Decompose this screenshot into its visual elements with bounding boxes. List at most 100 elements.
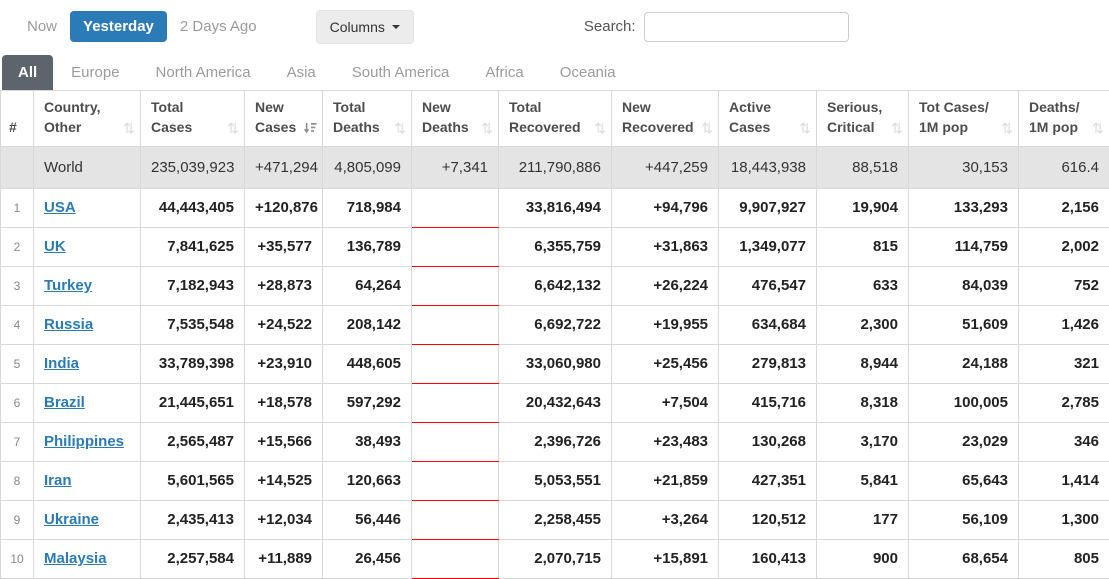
new-deaths-cell: +235 [411,460,499,501]
row-rank: 7 [0,421,34,462]
header-label: # [9,119,17,136]
row-rank: 8 [0,460,34,501]
total-deaths-cell: 64,264 [322,265,412,306]
country-link[interactable]: India [44,355,80,373]
active-cases-cell: 9,907,927 [718,187,817,228]
new-deaths-cell: +127 [411,226,499,267]
total-cases-cell: 2,435,413 [140,499,245,540]
country-link[interactable]: Philippines [44,433,125,451]
country-cell: India [33,343,141,384]
time-tab-yesterday[interactable]: Yesterday [70,11,167,42]
col-header-new-deaths[interactable]: New Deaths ⇅ [411,90,499,147]
new-cases-cell: +120,876 [244,187,323,228]
cases-per-1m-cell: 114,759 [908,226,1019,267]
columns-dropdown-button[interactable]: Columns [315,9,414,44]
covid-table: # Country, Other ⇅ Total Cases ⇅ New Cas… [0,90,1109,579]
new-deaths-cell: +233 [411,343,499,384]
col-header-new-cases[interactable]: New Cases [244,90,323,147]
new-cases-cell: +28,873 [244,265,323,306]
deaths-per-1m-cell: 2,785 [1018,382,1109,423]
country-link[interactable]: UK [44,238,66,256]
header-row: # Country, Other ⇅ Total Cases ⇅ New Cas… [0,90,1109,147]
total-deaths-cell: 38,493 [322,421,412,462]
table-row: 10 Malaysia 2,257,584 +11,889 26,456 +12… [0,538,1109,579]
country-link[interactable]: USA [44,199,76,217]
deaths-per-1m-cell: 616.4 [1018,145,1109,189]
time-tab-now[interactable]: Now [27,18,58,35]
sort-icon: ⇅ [891,119,903,136]
deaths-per-1m-cell: 321 [1018,343,1109,384]
region-tabs: All Europe North America Asia South Amer… [0,52,1109,90]
total-deaths-cell: 208,142 [322,304,412,345]
cases-per-1m-cell: 51,609 [908,304,1019,345]
total-cases-cell: 2,565,487 [140,421,245,462]
active-cases-cell: 279,813 [718,343,817,384]
sort-icon: ⇅ [123,119,135,136]
active-cases-cell: 160,413 [718,538,817,579]
country-cell: UK [33,226,141,267]
total-cases-cell: 7,535,548 [140,304,245,345]
header-label: Cases [729,119,771,136]
row-rank: 10 [0,538,34,579]
serious-critical-cell: 2,300 [816,304,909,345]
total-cases-cell: 2,257,584 [140,538,245,579]
tab-africa[interactable]: Africa [485,64,524,81]
header-label: Deaths [333,119,380,136]
serious-critical-cell: 815 [816,226,909,267]
col-header-deaths-per-1m[interactable]: Deaths/ 1M pop ⇅ [1018,90,1109,147]
tab-all[interactable]: All [2,55,54,90]
col-header-new-recovered[interactable]: New Recovered ⇅ [611,90,719,147]
total-cases-cell: 7,182,943 [140,265,245,306]
new-cases-cell: +471,294 [244,145,323,189]
new-recovered-cell: +447,259 [611,145,719,189]
new-cases-cell: +15,566 [244,421,323,462]
country-cell: Philippines [33,421,141,462]
col-header-active-cases[interactable]: Active Cases ⇅ [718,90,817,147]
total-cases-cell: 21,445,651 [140,382,245,423]
total-deaths-cell: 597,292 [322,382,412,423]
total-deaths-cell: 26,456 [322,538,412,579]
new-deaths-cell: +7,341 [411,145,499,189]
new-deaths-cell: +121 [411,538,499,579]
new-cases-cell: +11,889 [244,538,323,579]
col-header-serious-critical[interactable]: Serious, Critical ⇅ [816,90,909,147]
country-link[interactable]: Turkey [44,277,93,295]
country-cell: Iran [33,460,141,501]
total-recovered-cell: 2,258,455 [498,499,612,540]
active-cases-cell: 120,512 [718,499,817,540]
col-header-country[interactable]: Country, Other ⇅ [33,90,141,147]
tab-south-america[interactable]: South America [351,64,450,81]
table-row: 6 Brazil 21,445,651 +18,578 597,292 +492… [0,382,1109,423]
header-label: Total [151,99,184,115]
new-deaths-cell: +492 [411,382,499,423]
time-tab-2-days-ago[interactable]: 2 Days Ago [179,18,257,35]
serious-critical-cell: 88,518 [816,145,909,189]
tab-north-america[interactable]: North America [155,64,251,81]
header-label: Recovered [622,119,694,136]
country-link[interactable]: Brazil [44,394,85,412]
total-recovered-cell: 20,432,643 [498,382,612,423]
table-body: World 235,039,923 +471,294 4,805,099 +7,… [0,145,1109,579]
table-row: 7 Philippines 2,565,487 +15,566 38,493 +… [0,421,1109,462]
tab-asia[interactable]: Asia [286,64,316,81]
country-link[interactable]: Iran [44,472,72,490]
active-cases-cell: 476,547 [718,265,817,306]
table-row: 5 India 33,789,398 +23,910 448,605 +233 … [0,343,1109,384]
deaths-per-1m-cell: 346 [1018,421,1109,462]
country-link[interactable]: Russia [44,316,94,334]
country-link[interactable]: Malaysia [44,550,107,568]
col-header-total-deaths[interactable]: Total Deaths ⇅ [322,90,412,147]
search-group: Search: [584,11,849,42]
header-label: Total [333,99,366,115]
search-input[interactable] [643,11,849,42]
col-header-total-cases[interactable]: Total Cases ⇅ [140,90,245,147]
serious-critical-cell: 177 [816,499,909,540]
col-header-total-recovered[interactable]: Total Recovered ⇅ [498,90,612,147]
col-header-cases-per-1m[interactable]: Tot Cases/ 1M pop ⇅ [908,90,1019,147]
header-label: Country, [44,99,101,115]
tab-oceania[interactable]: Oceania [559,64,616,81]
country-link[interactable]: Ukraine [44,511,100,529]
cases-per-1m-cell: 84,039 [908,265,1019,306]
cases-per-1m-cell: 65,643 [908,460,1019,501]
tab-europe[interactable]: Europe [71,64,120,81]
